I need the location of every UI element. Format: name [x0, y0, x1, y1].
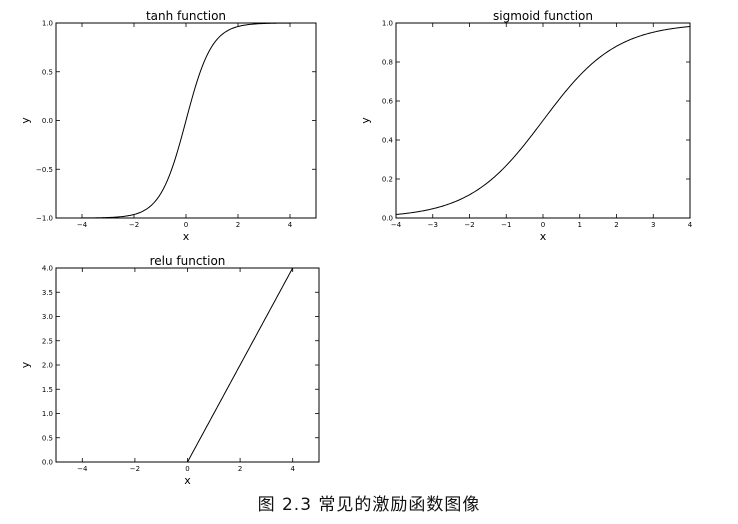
relu-chart-ytick-label: 0.5 — [42, 434, 53, 442]
tanh-chart: −4 −2 0 2 4 −1.0 −0.5 0.0 0.5 1.0 tanh function x y — [19, 9, 317, 243]
sigmoid-chart: −4 −3 −2 −1 0 1 2 3 4 0.0 0.2 0.4 0.6 0.8 1.0 sigmoid f… — [359, 9, 693, 243]
sigmoid-chart-xtick-label: 1 — [578, 221, 582, 229]
sigmoid-chart-xtick-label: −2 — [464, 221, 474, 229]
tanh-chart-ytick-label: 0.5 — [42, 68, 53, 76]
sigmoid-chart-xtick-label: 0 — [541, 221, 545, 229]
tanh-chart-xtick-label: 2 — [236, 221, 240, 229]
relu-chart-ytick-label: 1.0 — [42, 410, 53, 418]
tanh-chart-title: tanh function — [146, 9, 226, 23]
relu-chart-ytick-label: 3.0 — [42, 313, 53, 321]
sigmoid-chart-xtick-label: −1 — [501, 221, 511, 229]
sigmoid-chart-ytick-label: 0.0 — [382, 215, 393, 223]
sigmoid-chart-ytick-label: 0.8 — [382, 59, 393, 67]
tanh-chart-ylabel: y — [19, 117, 32, 124]
sigmoid-chart-xtick-label: 3 — [651, 221, 655, 229]
tanh-chart-series-line — [56, 22, 316, 219]
relu-chart: −4 −2 0 2 4 0.0 0.5 1.0 1.5 2.0 2.5 3.0 3.5 4.0 relu f… — [19, 254, 320, 487]
sigmoid-chart-ylabel: y — [359, 117, 372, 124]
sigmoid-chart-ytick-label: 0.2 — [382, 176, 393, 184]
relu-chart-ytick-label: 2.0 — [42, 362, 53, 370]
tanh-chart-ytick-label: −1.0 — [36, 215, 53, 223]
figure-caption: 图 2.3 常见的激励函数图像 — [257, 495, 481, 515]
relu-chart-ytick-label: 1.5 — [42, 386, 53, 394]
relu-chart-xtick-label: −4 — [77, 465, 88, 473]
relu-chart-xtick-label: −2 — [130, 465, 140, 473]
tanh-chart-xlabel: x — [183, 230, 190, 243]
sigmoid-chart-xlabel: x — [540, 230, 547, 243]
tanh-chart-xtick-label: −2 — [129, 221, 139, 229]
relu-chart-xlabel: x — [184, 474, 191, 487]
sigmoid-chart-xtick-label: 4 — [688, 221, 693, 229]
relu-chart-frame — [55, 267, 320, 463]
sigmoid-chart-xtick-label: 2 — [614, 221, 618, 229]
sigmoid-chart-ytick-label: 1.0 — [382, 20, 393, 28]
tanh-chart-xtick-label: −4 — [77, 221, 88, 229]
tanh-chart-ytick-label: 0.0 — [42, 117, 53, 125]
sigmoid-chart-xtick-label: −3 — [428, 221, 438, 229]
tanh-chart-xtick-label: 0 — [184, 221, 188, 229]
relu-chart-xtick-label: 2 — [238, 465, 242, 473]
relu-chart-ytick-label: 4.0 — [42, 265, 53, 273]
sigmoid-chart-title: sigmoid function — [493, 9, 593, 23]
sigmoid-chart-ytick-label: 0.6 — [382, 98, 394, 106]
sigmoid-chart-series-line — [395, 26, 691, 215]
relu-chart-ylabel: y — [19, 361, 32, 368]
tanh-chart-xtick-label: 4 — [288, 221, 293, 229]
relu-chart-ytick-label: 2.5 — [42, 337, 53, 345]
relu-chart-xtick-label: 0 — [185, 465, 189, 473]
relu-chart-xtick-label: 4 — [290, 465, 295, 473]
relu-chart-ytick-label: 3.5 — [42, 289, 53, 297]
tanh-chart-ytick-label: 1.0 — [42, 20, 53, 28]
relu-chart-series-line — [56, 267, 294, 463]
sigmoid-chart-ytick-label: 0.4 — [382, 137, 394, 145]
tanh-chart-ytick-label: −0.5 — [36, 166, 53, 174]
relu-chart-title: relu function — [150, 254, 226, 268]
relu-chart-ytick-label: 0.0 — [42, 459, 53, 467]
sigmoid-chart-xtick-label: −4 — [391, 221, 402, 229]
